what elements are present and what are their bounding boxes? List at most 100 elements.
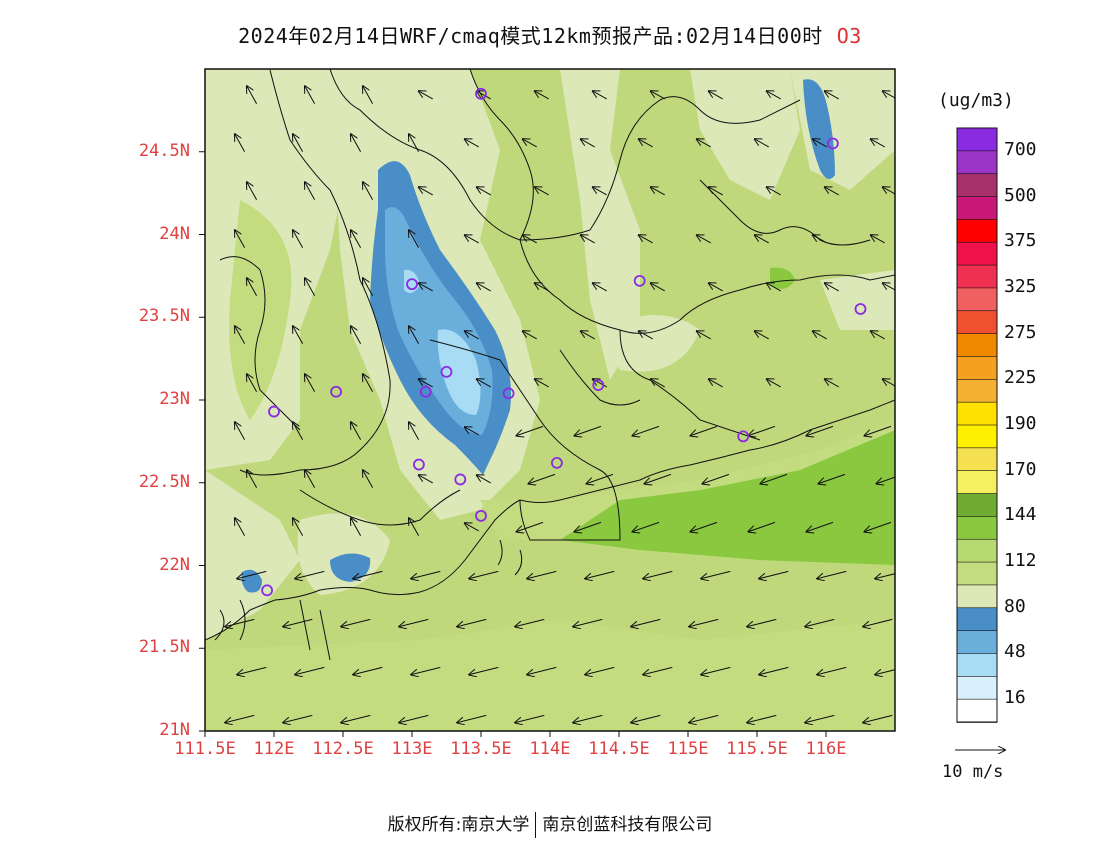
wind-arrow [631,714,661,722]
legend-swatch [956,561,998,586]
copyright-footer: 版权所有:南京大学 南京创蓝科技有限公司 [0,810,1100,838]
wind-arrow [825,379,839,388]
wind-arrow [871,331,885,340]
legend-swatch [956,447,998,472]
wind-arrow [515,714,545,722]
monitoring-site-marker [551,456,563,469]
wind-arrow [767,379,781,388]
legend-swatch [956,333,998,358]
legend-colorbar [956,127,998,723]
wind-arrow [399,618,429,626]
monitoring-site-marker [737,430,750,443]
wind-arrow [759,666,789,674]
wind-arrow [293,230,304,248]
legend-label: 275 [1004,321,1037,343]
wind-arrow [535,187,549,196]
wind-arrow [523,139,537,148]
wind-arrow [363,278,374,296]
wind-arrow [341,618,371,626]
wind-arrow [813,331,827,340]
legend-label: 375 [1004,230,1037,252]
wind-arrow [651,379,665,388]
wind-arrow [409,230,420,248]
wind-arrow [817,570,847,578]
wind-arrow [293,134,304,152]
wind-arrow [351,230,362,248]
wind-arrow [585,666,615,674]
wind-arrow [871,139,885,148]
lon-label: 112.5E [312,739,374,759]
legend-swatch [956,310,998,335]
wind-arrow [477,475,491,484]
legend-swatch [956,516,998,541]
monitoring-site-marker [330,385,343,398]
wind-arrow [575,425,602,435]
wind-arrow [709,283,723,292]
legend-label: 500 [1004,184,1037,206]
wind-arrow [341,714,371,722]
footer-left: 版权所有:南京大学 [387,815,530,835]
wind-arrow [535,91,549,100]
wind-arrow [759,570,789,578]
wind-arrow [235,134,246,152]
legend-swatch [956,424,998,449]
wind-arrow [225,618,255,626]
monitoring-site-marker [406,278,418,291]
wind-arrow [581,139,595,148]
wind-arrow [419,379,433,388]
lat-label: 21N [159,720,190,740]
lon-label: 114.5E [588,739,650,759]
wind-arrow [305,278,316,296]
wind-arrow [593,283,607,292]
lat-label: 22N [159,554,190,575]
legend-label: 48 [1004,641,1026,663]
monitoring-sites [261,87,867,597]
wind-arrow [409,422,420,440]
legend-swatch [956,356,998,381]
legend-swatch [956,401,998,426]
wind-arrow [691,425,718,435]
monitoring-site-marker [502,387,515,400]
legend-swatch [956,607,998,632]
wind-arrow [689,714,719,722]
footer-separator [535,812,537,838]
monitoring-site-marker [454,473,467,486]
wind-arrow [295,570,325,578]
wind-arrow [457,618,487,626]
wind-arrow [575,521,602,531]
legend-swatch [956,630,998,655]
wind-arrow [465,139,479,148]
wind-arrow [477,91,491,100]
wind-arrow [587,473,614,483]
wind-arrow [697,235,711,244]
lon-label: 112E [253,739,295,759]
legend-swatch [956,698,998,723]
wind-arrow [419,187,433,196]
wind-arrow [709,187,723,196]
legend-swatch [956,676,998,700]
boundary-lines [205,69,895,661]
wind-arrow [419,91,433,100]
wind-arrow [351,422,362,440]
wind-arrow [225,714,255,722]
wind-arrow [767,187,781,196]
wind-arrow [875,667,895,674]
lat-label: 21.5N [138,637,190,658]
legend-swatch [956,287,998,312]
wind-arrow [235,326,246,344]
monitoring-site-marker [261,584,274,597]
legend-swatch [956,538,998,563]
wind-arrow [865,425,892,435]
wind-arrow [465,235,479,244]
wind-arrow [477,283,491,292]
wind-arrow [247,470,258,488]
wind-arrow [863,714,893,722]
legend-swatch [956,127,998,152]
wind-arrow [643,666,673,674]
legend-label: 16 [1004,687,1026,709]
wind-arrow [247,182,258,200]
wind-arrow [581,235,595,244]
wind-arrow [477,187,491,196]
wind-arrow [293,518,304,536]
wind-arrow [305,182,316,200]
